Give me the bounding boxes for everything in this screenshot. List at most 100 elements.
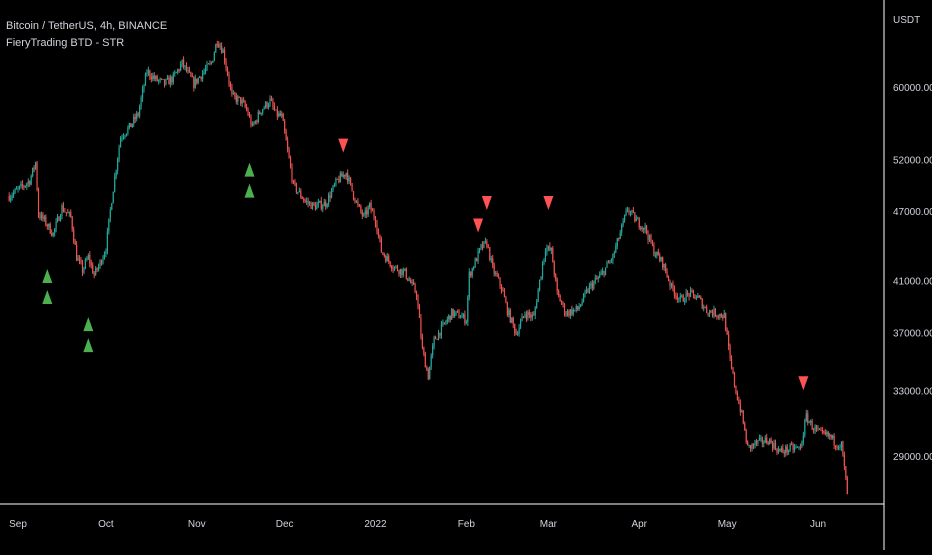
candle-body [134, 116, 136, 120]
candle-body [508, 309, 510, 315]
candle-body [225, 61, 227, 69]
candle-body [282, 113, 284, 121]
candle-body [659, 255, 661, 261]
time-tick-label: Sep [9, 519, 27, 530]
candle-body [578, 306, 580, 310]
candle-body [300, 190, 302, 198]
candle-body [78, 258, 81, 261]
candle-body [719, 313, 721, 317]
candle-body [474, 258, 476, 268]
candle-body [10, 197, 12, 201]
candle-body [544, 251, 547, 259]
candle-body [159, 78, 161, 81]
signals-layer [42, 138, 809, 391]
candle-body [723, 313, 725, 319]
candle-body [517, 334, 519, 335]
candle-body [632, 210, 634, 213]
candle-body [804, 420, 806, 436]
candle-body [700, 297, 702, 300]
candle-body [443, 322, 445, 324]
candle-body [496, 273, 498, 277]
candle-body [96, 267, 98, 270]
candle-body [358, 204, 360, 206]
candle-body [202, 73, 204, 79]
candle-body [793, 447, 796, 450]
candle-body [355, 201, 358, 203]
candle-body [111, 203, 113, 210]
candle-body [619, 232, 621, 239]
candle-body [512, 317, 514, 325]
candle-body [187, 70, 189, 71]
candle-body [106, 231, 108, 252]
candle-body [388, 256, 390, 262]
candle-body [547, 246, 550, 249]
candle-body [92, 264, 94, 274]
sell-signal-arrow [543, 195, 554, 210]
candle-body [597, 277, 599, 279]
candle-body [725, 313, 727, 331]
candle-body [764, 437, 766, 443]
candle-body [606, 262, 608, 268]
candle-body [231, 87, 233, 94]
candle-body [61, 205, 63, 217]
candle-body [448, 315, 450, 319]
candle-body [17, 188, 19, 189]
candle-body [845, 466, 847, 478]
candle-body [689, 290, 692, 297]
candle-body [810, 421, 812, 422]
candle-body [761, 437, 763, 444]
candle-body [585, 289, 588, 293]
candle-body [153, 75, 155, 79]
candle-body [149, 70, 151, 77]
candle-body [357, 201, 359, 205]
candle-body [333, 184, 336, 186]
candle-body [115, 170, 117, 177]
candle-body [821, 430, 823, 432]
candle-body [314, 205, 317, 210]
candle-body [470, 272, 472, 276]
candle-body [706, 307, 708, 313]
candle-body [42, 214, 44, 219]
candle-body [711, 312, 714, 316]
candle-body [808, 421, 810, 423]
candle-body [49, 223, 51, 234]
candle-body [791, 444, 793, 446]
candle-body [223, 49, 226, 62]
candle-body [550, 247, 552, 251]
candle-body [766, 437, 768, 443]
candle-body [423, 347, 425, 355]
candle-body [635, 218, 637, 222]
candle-body [527, 312, 529, 319]
candle-body [420, 317, 422, 337]
candle-body [240, 97, 242, 104]
candle-body [436, 339, 438, 340]
candle-body [663, 264, 665, 268]
candle-body [155, 76, 157, 79]
candle-body [395, 266, 397, 268]
candle-body [745, 429, 747, 442]
candle-body [241, 100, 243, 104]
indicator-title[interactable]: FieryTrading BTD - STR [6, 37, 125, 49]
candle-body [46, 225, 48, 227]
candle-body [380, 239, 382, 253]
price-tick-label: 60000.00 [893, 83, 932, 94]
candle-body [591, 283, 593, 289]
candle-body [87, 255, 89, 260]
candle-body [62, 205, 65, 212]
candle-body [678, 298, 680, 300]
candle-body [511, 317, 513, 323]
candle-body [802, 435, 804, 443]
candle-body [185, 65, 188, 71]
candle-body [553, 262, 555, 275]
candle-body [191, 76, 193, 78]
candle-body [708, 310, 711, 315]
candle-body [782, 448, 784, 452]
candle-body [580, 304, 582, 307]
candle-body [144, 73, 147, 86]
candle-body [656, 251, 658, 256]
candle-body [139, 106, 141, 116]
candle-body [238, 96, 240, 98]
candle-body [593, 281, 595, 289]
